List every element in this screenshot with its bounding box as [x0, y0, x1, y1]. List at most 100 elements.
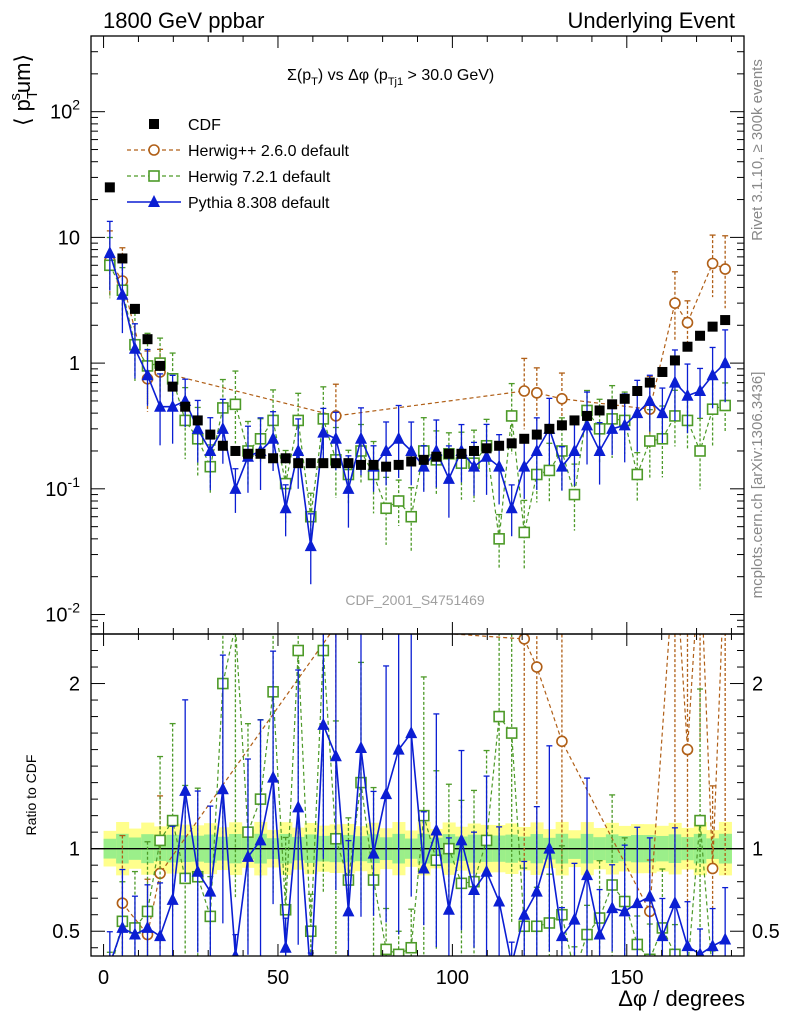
data-point	[543, 464, 556, 477]
data-point	[719, 263, 731, 275]
data-point	[354, 431, 367, 444]
ratio-xlabel: Δφ / degrees	[618, 986, 745, 1011]
y-tick-label: 102	[50, 97, 80, 124]
data-point	[681, 316, 694, 329]
data-point	[695, 330, 706, 341]
ratio-y-tick-label: 2	[69, 674, 80, 696]
legend-marker	[148, 144, 160, 156]
data-point	[267, 770, 280, 783]
data-point	[480, 864, 493, 877]
data-point	[116, 920, 129, 933]
data-point	[682, 966, 692, 976]
data-point	[255, 448, 266, 459]
data-point	[505, 501, 518, 514]
data-point	[292, 443, 305, 456]
data-point	[719, 932, 732, 945]
data-point	[481, 443, 492, 454]
data-point	[518, 526, 531, 539]
data-point	[279, 903, 292, 916]
data-point	[618, 418, 631, 431]
data-point	[505, 727, 518, 739]
ratio-uncertainty-band	[91, 821, 744, 876]
data-point	[695, 947, 705, 956]
data-point	[581, 868, 594, 881]
data-point	[644, 377, 655, 388]
data-point	[167, 381, 178, 392]
data-point	[405, 510, 418, 523]
data-point	[568, 912, 581, 925]
data-point	[267, 431, 280, 444]
data-point	[430, 823, 443, 836]
data-point	[279, 501, 292, 514]
data-point	[518, 634, 531, 645]
data-point	[681, 939, 694, 952]
data-point	[317, 717, 330, 730]
ratio-y-tick-label: 0.5	[52, 921, 80, 943]
series-pythia-8-308-default	[103, 220, 732, 585]
data-point	[405, 443, 418, 456]
data-point	[431, 451, 442, 462]
data-point	[720, 972, 730, 982]
data-point	[304, 539, 317, 552]
data-point	[318, 458, 329, 469]
side-label-rivet: Rivet 3.1.10, ≥ 300k events	[749, 59, 766, 241]
data-point	[493, 894, 506, 907]
data-point	[191, 864, 204, 877]
x-tick-label: 50	[267, 967, 289, 989]
data-point	[166, 399, 179, 412]
data-point	[506, 957, 518, 969]
data-point	[191, 421, 204, 434]
data-point	[656, 929, 669, 942]
plot-title-group: Σ(pT) vs Δφ (pTj1 > 30.0 GeV)	[287, 67, 494, 88]
data-point	[216, 782, 229, 795]
main-panel-background	[91, 36, 744, 634]
data-point	[493, 710, 505, 723]
data-point	[706, 862, 719, 875]
plot-title: Σ(pT) vs Δφ (pTj1 > 30.0 GeV)	[287, 67, 494, 88]
data-point	[280, 453, 291, 464]
data-point	[317, 425, 330, 438]
data-point	[392, 948, 405, 956]
data-point	[506, 438, 517, 449]
data-point	[694, 814, 706, 827]
data-point	[103, 246, 116, 259]
data-point	[593, 443, 606, 456]
data-point	[142, 334, 153, 345]
legend-entry: Pythia 8.308 default	[127, 195, 330, 212]
series-line	[109, 265, 726, 539]
data-point	[593, 927, 606, 940]
data-point	[367, 846, 380, 859]
data-point	[380, 443, 393, 456]
data-point	[417, 861, 430, 874]
data-point	[569, 968, 579, 978]
data-point	[116, 287, 129, 300]
data-point	[643, 889, 656, 902]
data-point	[329, 749, 342, 762]
data-point	[681, 388, 694, 401]
legend-entry: CDF	[149, 117, 221, 134]
data-point	[381, 461, 392, 472]
data-point	[231, 949, 239, 956]
data-point	[229, 398, 242, 411]
data-point	[682, 341, 693, 352]
data-point	[555, 929, 568, 942]
data-point	[442, 902, 455, 915]
data-point	[706, 939, 719, 952]
data-point	[468, 459, 481, 472]
header-left: 1800 GeV ppbar	[103, 8, 264, 33]
data-point	[469, 445, 480, 456]
data-point	[279, 940, 292, 953]
data-point	[405, 941, 418, 954]
legend-label: Herwig 7.2.1 default	[188, 169, 331, 186]
data-point	[305, 970, 317, 982]
data-point	[392, 431, 405, 444]
data-point	[468, 882, 481, 895]
data-point	[607, 399, 618, 410]
data-point	[606, 421, 619, 434]
data-point	[179, 783, 192, 796]
y-tick-label: 10	[58, 227, 80, 249]
data-point	[241, 849, 254, 862]
data-point	[493, 459, 506, 472]
data-point	[368, 459, 379, 470]
data-point	[518, 385, 531, 397]
